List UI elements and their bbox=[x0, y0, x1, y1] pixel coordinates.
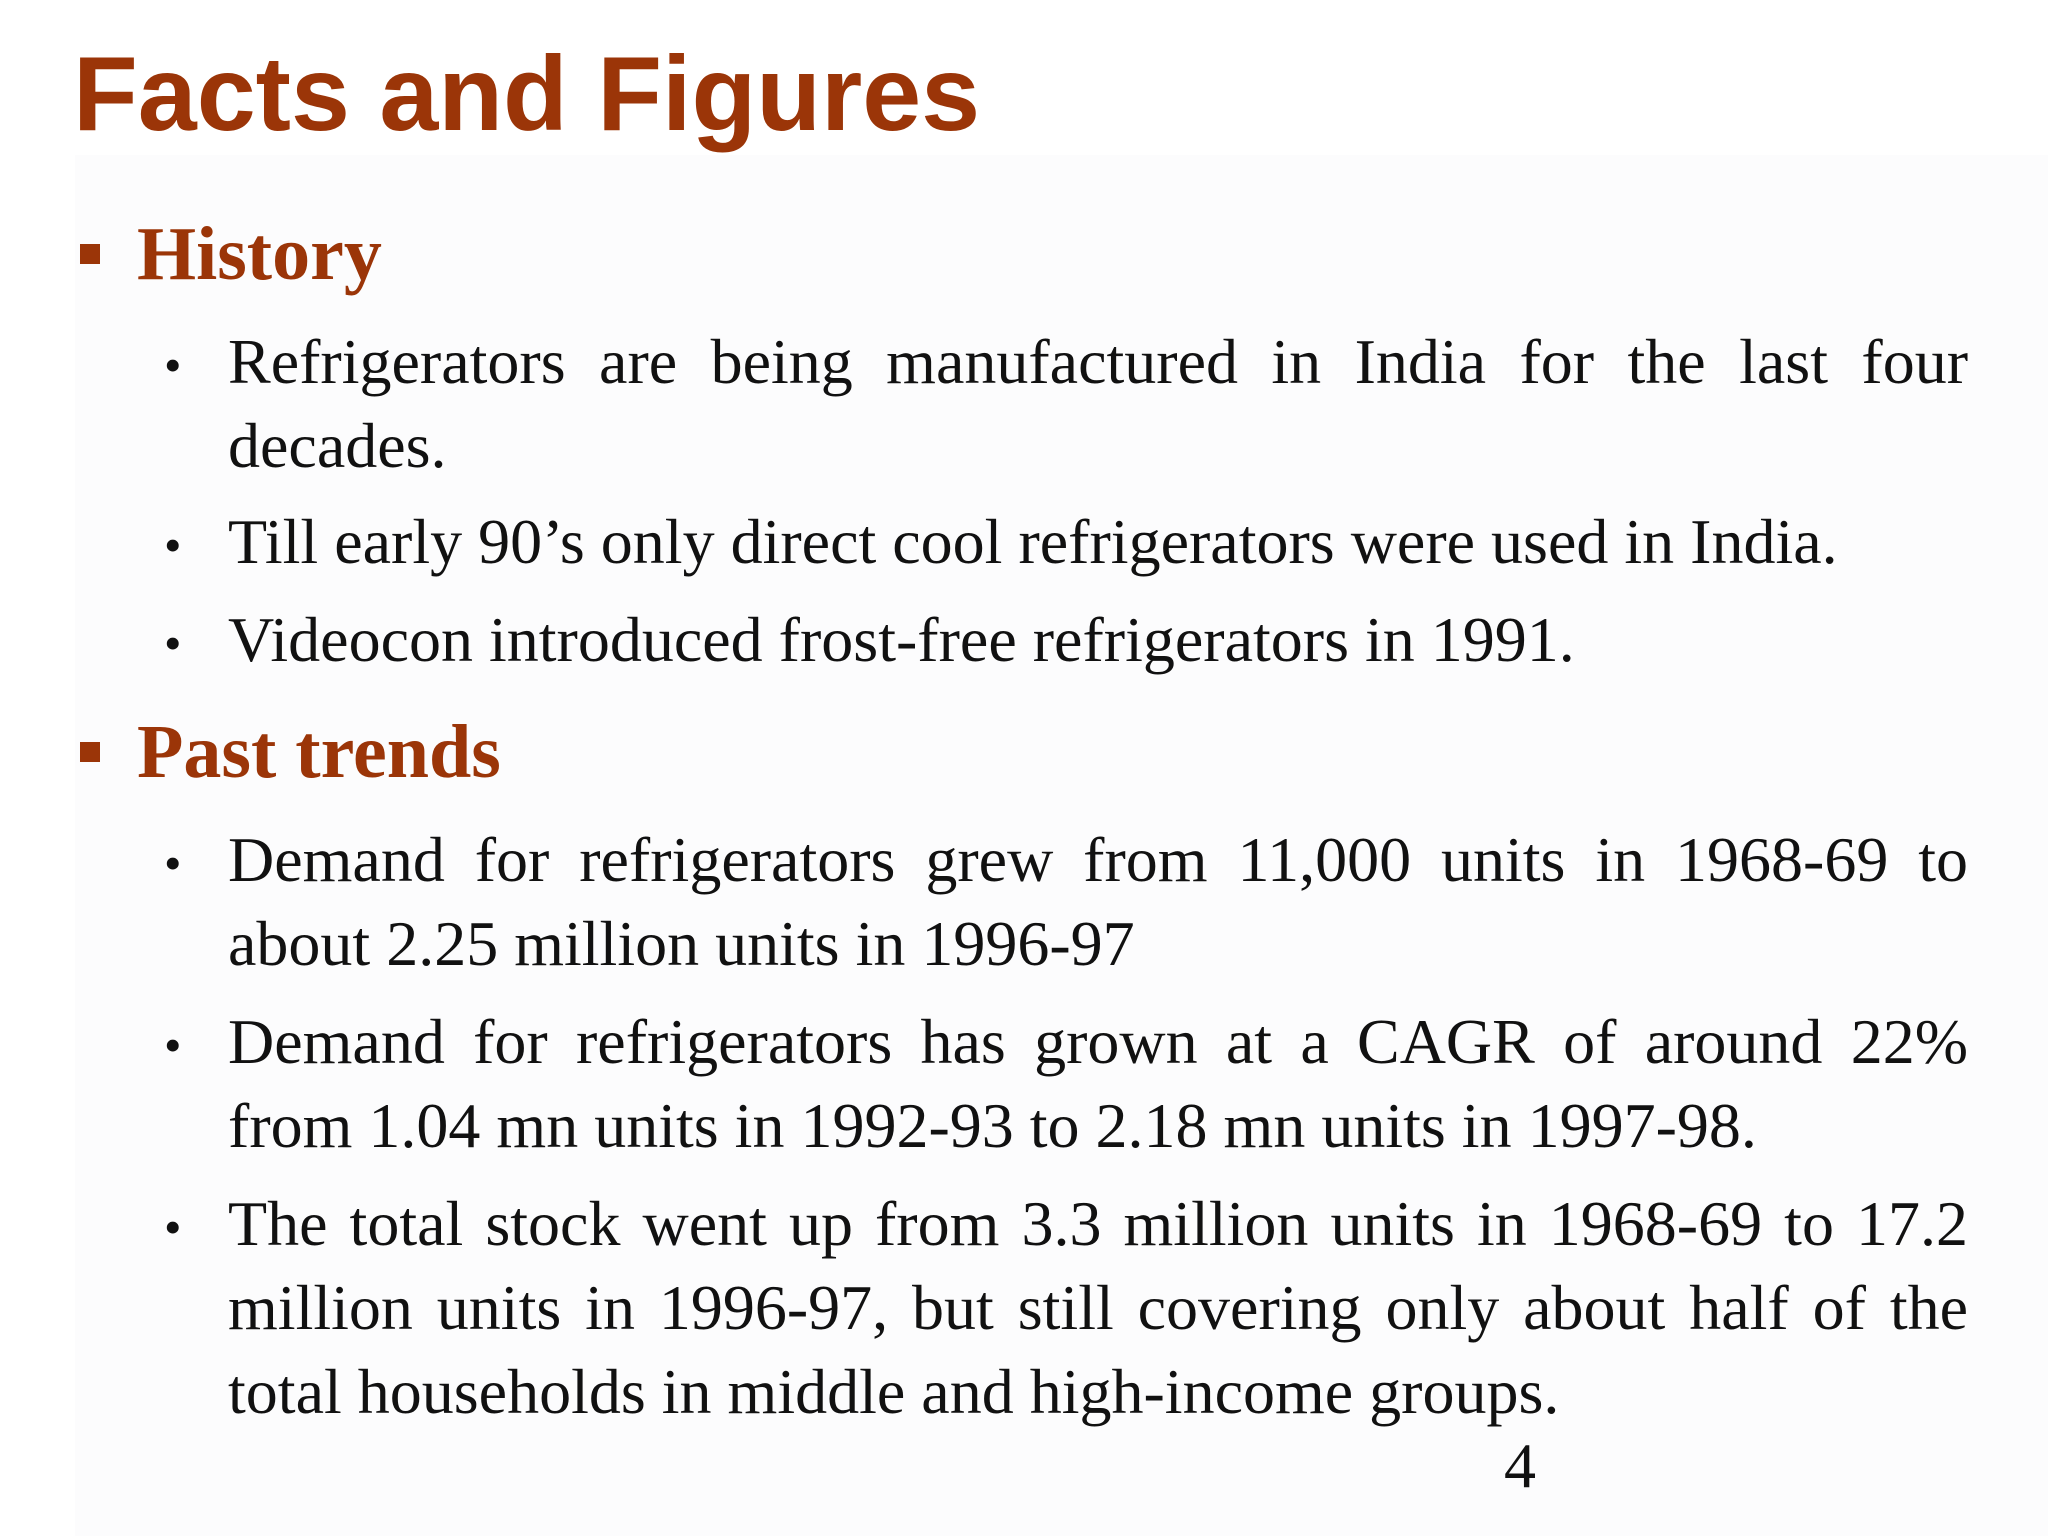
bullet-dot-icon: • bbox=[164, 835, 182, 891]
slide-title: Facts and Figures bbox=[73, 35, 981, 153]
square-bullet-icon bbox=[80, 244, 100, 264]
section-heading-label: Past trends bbox=[137, 710, 501, 794]
bullet-dot-icon: • bbox=[164, 337, 182, 393]
bullet-dot-icon: • bbox=[164, 615, 182, 671]
bullet-text: Demand for refrigerators has grown at a … bbox=[228, 1006, 1968, 1161]
bullet-text: The total stock went up from 3.3 million… bbox=[228, 1188, 1968, 1427]
square-bullet-icon bbox=[80, 742, 100, 762]
bullet-dot-icon: • bbox=[164, 517, 182, 573]
bullet-text: Till early 90’s only direct cool refrige… bbox=[228, 506, 1838, 577]
bullet-dot-icon: • bbox=[164, 1017, 182, 1073]
section-heading-history: History bbox=[76, 214, 976, 294]
page-number: 4 bbox=[1504, 1430, 1536, 1501]
bullet-text: Refrigerators are being manufactured in … bbox=[228, 326, 1968, 481]
section-heading-label: History bbox=[137, 212, 382, 296]
bullet-dot-icon: • bbox=[164, 1199, 182, 1255]
content-background bbox=[75, 155, 2048, 1536]
bullet-text: Videocon introduced frost-free refrigera… bbox=[228, 604, 1575, 675]
section-heading-past-trends: Past trends bbox=[76, 712, 976, 792]
bullet-text: Demand for refrigerators grew from 11,00… bbox=[228, 824, 1968, 979]
